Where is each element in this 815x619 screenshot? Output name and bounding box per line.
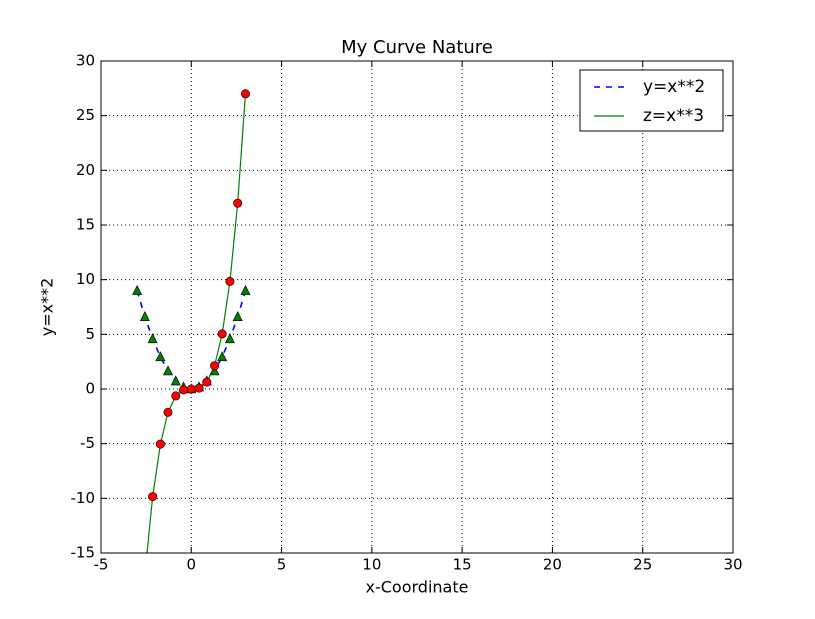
- x-axis-label: x-Coordinate: [366, 578, 469, 597]
- marker: [155, 439, 165, 449]
- y-tick-label: 5: [85, 325, 95, 343]
- marker: [209, 365, 220, 376]
- y-tick-label: 30: [76, 52, 95, 70]
- y-tick-label: -5: [80, 434, 95, 452]
- marker: [148, 492, 158, 502]
- x-tick-label: 20: [543, 556, 562, 574]
- marker: [155, 351, 166, 362]
- marker: [194, 383, 204, 393]
- y-tick-label: 0: [85, 380, 95, 398]
- marker: [240, 284, 251, 295]
- marker: [147, 333, 158, 344]
- marker: [186, 384, 196, 394]
- y-tick-label: 20: [76, 161, 95, 179]
- marker: [217, 351, 228, 362]
- marker: [224, 333, 235, 344]
- marker: [240, 89, 250, 99]
- marker: [171, 391, 181, 401]
- y-tick-label: 15: [76, 216, 95, 234]
- x-tick-label: 0: [187, 556, 197, 574]
- y-tick-label: 10: [76, 270, 95, 288]
- y-axis-label: y=x**2: [38, 278, 57, 337]
- marker: [225, 276, 235, 286]
- marker: [233, 198, 243, 208]
- legend-label: y=x**2: [643, 77, 705, 97]
- x-tick-label: 5: [277, 556, 287, 574]
- x-tick-label: 25: [633, 556, 652, 574]
- x-tick-label: 10: [362, 556, 381, 574]
- marker: [170, 375, 181, 386]
- chart-title: My Curve Nature: [341, 37, 493, 58]
- legend: y=x**2 z=x**3: [579, 69, 724, 132]
- marker: [163, 407, 173, 417]
- x-tick-label: 30: [723, 556, 742, 574]
- legend-box: [579, 69, 724, 132]
- plot-area: [132, 89, 251, 553]
- marker: [217, 329, 227, 339]
- marker: [210, 361, 220, 371]
- marker: [139, 311, 150, 322]
- x-tick-label: -5: [94, 556, 109, 574]
- marker: [179, 385, 189, 395]
- marker: [202, 377, 212, 387]
- legend-label: z=x**3: [643, 106, 704, 126]
- x-tick-label: 15: [453, 556, 472, 574]
- marker: [163, 365, 173, 376]
- axes-frame: [100, 60, 734, 554]
- y-tick-label: 25: [76, 106, 95, 124]
- marker: [232, 311, 243, 322]
- y-tick-label: -15: [71, 544, 96, 562]
- y-tick-label: -10: [71, 489, 96, 507]
- marker: [132, 284, 143, 295]
